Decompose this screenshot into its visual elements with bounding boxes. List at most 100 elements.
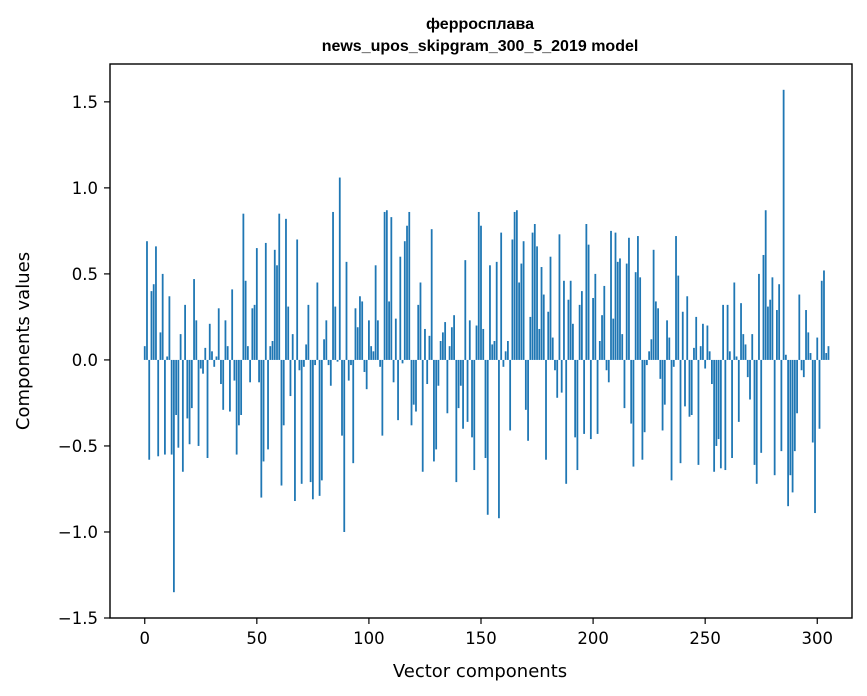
- bar-193: [576, 359, 579, 471]
- bar-35: [222, 359, 225, 410]
- bar-172: [529, 316, 532, 360]
- bar-91: [347, 359, 350, 381]
- bar-217: [630, 359, 633, 424]
- bar-126: [426, 359, 429, 385]
- bar-143: [464, 260, 467, 360]
- bar-181: [549, 256, 552, 360]
- x-tick-label-0: 0: [139, 629, 150, 648]
- bar-32: [215, 356, 218, 360]
- bar-290: [793, 359, 796, 452]
- bar-221: [639, 277, 642, 360]
- bar-140: [457, 359, 460, 409]
- bar-5: [155, 246, 157, 360]
- y-tick-label-6: 1.5: [72, 93, 98, 112]
- bar-281: [773, 359, 776, 476]
- x-axis-ticks: 0 50 100 150 200 250 300: [139, 618, 833, 648]
- bar-304: [825, 353, 828, 360]
- y-axis-label: Components values: [13, 252, 34, 430]
- y-tick-label-3: 0.0: [72, 351, 98, 370]
- bar-253: [711, 359, 713, 385]
- bar-192: [574, 359, 577, 438]
- bar-79: [320, 359, 323, 481]
- x-tick-label-100: 100: [353, 629, 385, 648]
- bar-7: [159, 332, 162, 360]
- bar-244: [690, 359, 693, 415]
- plot-area-frame: [109, 63, 853, 619]
- x-tick-label-250: 250: [689, 629, 721, 648]
- bar-2: [148, 359, 151, 460]
- bar-210: [614, 232, 617, 360]
- bar-255: [715, 359, 718, 446]
- bar-109: [388, 301, 390, 360]
- bar-33: [217, 308, 220, 360]
- bar-298: [811, 359, 814, 443]
- bar-274: [758, 273, 760, 360]
- bar-80: [323, 339, 325, 360]
- bar-180: [547, 311, 550, 360]
- bar-209: [612, 318, 615, 360]
- bar-129: [433, 359, 435, 462]
- bar-89: [343, 359, 346, 532]
- bar-233: [666, 320, 668, 360]
- bar-141: [459, 359, 462, 386]
- bar-118: [408, 211, 411, 360]
- bar-300: [816, 337, 819, 360]
- bar-258: [722, 304, 724, 360]
- bar-21: [190, 359, 193, 409]
- bar-40: [233, 359, 236, 381]
- bar-76: [314, 359, 317, 366]
- bar-238: [677, 275, 680, 360]
- bar-64: [287, 306, 290, 360]
- bar-138: [453, 315, 455, 360]
- bar-24: [197, 359, 200, 446]
- bar-83: [329, 359, 332, 386]
- bar-161: [504, 351, 507, 360]
- bar-61: [280, 359, 283, 486]
- bar-69: [298, 359, 301, 371]
- bar-37: [226, 346, 229, 360]
- bar-144: [466, 359, 469, 422]
- bar-153: [486, 359, 489, 515]
- bar-302: [820, 280, 823, 360]
- bar-51: [258, 359, 260, 383]
- bar-263: [733, 282, 736, 360]
- bar-49: [253, 304, 256, 360]
- bar-179: [545, 359, 547, 460]
- bar-154: [489, 265, 491, 360]
- bar-23: [195, 320, 198, 360]
- bar-75: [311, 359, 314, 500]
- bar-272: [753, 359, 756, 465]
- bar-187: [563, 280, 565, 360]
- bar-305: [827, 346, 830, 360]
- bar-122: [417, 304, 420, 360]
- bar-121: [415, 359, 417, 412]
- bar-71: [303, 359, 305, 367]
- bar-84: [332, 211, 334, 360]
- y-tick-label-1: −1.0: [58, 523, 98, 542]
- bar-42: [238, 359, 240, 426]
- bar-20: [188, 359, 191, 445]
- x-tick-label-50: 50: [246, 629, 267, 648]
- bar-106: [381, 359, 384, 436]
- bar-13: [172, 359, 175, 593]
- bar-65: [289, 359, 292, 397]
- bar-203: [598, 341, 601, 360]
- bar-206: [605, 359, 608, 371]
- bar-287: [787, 359, 790, 507]
- bar-207: [607, 359, 610, 383]
- bar-215: [625, 263, 628, 360]
- bar-226: [650, 339, 653, 360]
- bar-47: [249, 359, 251, 383]
- bar-149: [477, 211, 480, 360]
- x-tick-label-300: 300: [802, 629, 834, 648]
- bar-296: [807, 332, 810, 360]
- bar-52: [260, 359, 263, 498]
- bar-88: [341, 359, 343, 436]
- bar-98: [363, 359, 366, 372]
- y-tick-label-4: 0.5: [72, 265, 98, 284]
- bar-213: [621, 334, 624, 360]
- bar-285: [782, 89, 785, 360]
- bar-133: [441, 332, 444, 360]
- bar-131: [437, 359, 440, 386]
